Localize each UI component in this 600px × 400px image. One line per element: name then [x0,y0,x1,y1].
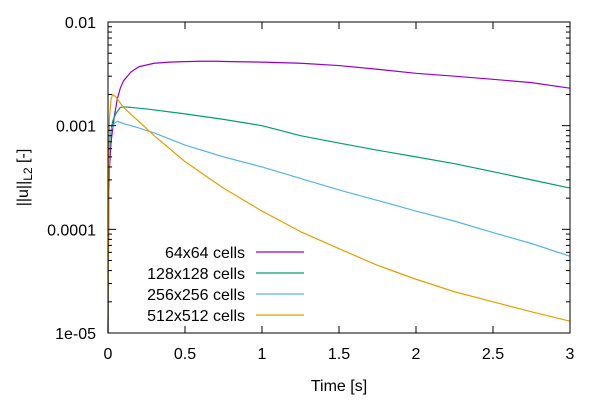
x-tick-label: 0 [104,346,113,363]
legend-label: 64x64 cells [165,245,245,262]
x-tick-label: 2 [412,346,421,363]
ticks-layer: 0 0.5 1 1.5 2 2.5 3 1e-05 0.0001 0.001 0.01 [47,15,574,363]
y-tick-label: 1e-05 [55,326,96,343]
y-axis-title-unit: [-] [15,149,32,168]
x-tick-label: 3 [566,346,575,363]
x-tick-label: 1 [258,346,267,363]
x-tick-label: 1.5 [328,346,350,363]
x-tick-label: 0.5 [174,346,196,363]
y-tick-label: 0.0001 [47,222,96,239]
legend-label: 128x128 cells [147,266,245,283]
series-line-256x256-cells [107,120,571,334]
series-line-512x512-cells [107,93,571,334]
series-layer [107,60,571,334]
legend-label: 256x256 cells [147,287,245,304]
series-line-128x128-cells [107,106,571,334]
y-axis-title: ||u||L2 [-] [15,149,35,207]
y-tick-label: 0.01 [65,15,96,32]
legend-label: 512x512 cells [147,308,245,325]
y-tick-label: 0.001 [56,119,96,136]
legend: 64x64 cells 128x128 cells 256x256 cells 512… [147,245,304,325]
x-tick-label: 2.5 [482,346,504,363]
y-axis-title-main: ||u|| [15,181,32,207]
x-axis-title: Time [s] [311,378,367,395]
y-axis-title-subscript: L2 [21,167,35,181]
